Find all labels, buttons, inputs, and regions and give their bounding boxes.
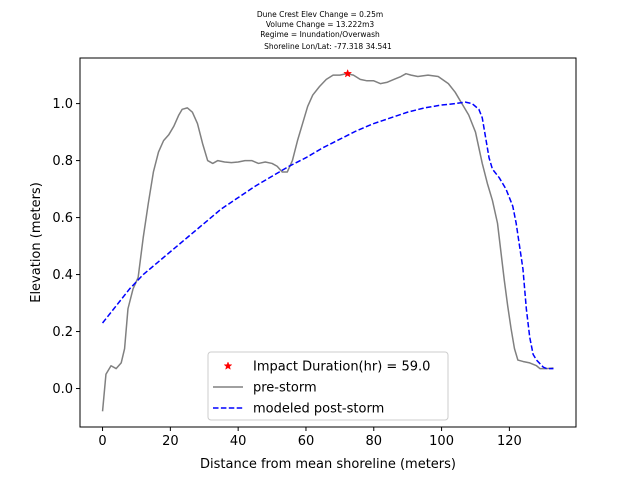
x-tick-label: 80 bbox=[365, 434, 382, 449]
title-line-1: Dune Crest Elev Change = 0.25m bbox=[257, 10, 383, 19]
x-tick-label: 0 bbox=[98, 434, 106, 449]
x-tick-label: 120 bbox=[497, 434, 522, 449]
legend-impact-duration: Impact Duration(hr) = 59.0 bbox=[223, 360, 430, 375]
pre-storm-line bbox=[101, 72, 554, 412]
plot-frame bbox=[79, 57, 577, 428]
impact-duration-star-marker bbox=[343, 68, 353, 78]
legend-box bbox=[207, 351, 449, 421]
title-line-3: Regime = Inundation/Overwash bbox=[260, 30, 380, 39]
legend-label: modeled post-storm bbox=[253, 402, 384, 417]
y-tick-label: 0.2 bbox=[52, 325, 73, 340]
y-tick-label: 0.0 bbox=[52, 382, 73, 397]
legend: Impact Duration(hr) = 59.0 pre-storm model… bbox=[207, 351, 449, 421]
legend-items: Impact Duration(hr) = 59.0 pre-storm model… bbox=[213, 360, 430, 417]
x-axis-label: Distance from mean shoreline (meters) bbox=[200, 457, 456, 472]
chart-title: Dune Crest Elev Change = 0.25m Volume Ch… bbox=[257, 10, 392, 51]
x-tick-label: 40 bbox=[230, 434, 247, 449]
legend-star-icon bbox=[223, 361, 233, 370]
legend-pre-storm: pre-storm bbox=[213, 381, 317, 396]
x-tick-label: 100 bbox=[429, 434, 454, 449]
y-tick-label: 1.0 bbox=[52, 97, 73, 112]
legend-modeled-post-storm: modeled post-storm bbox=[213, 402, 384, 417]
legend-label: pre-storm bbox=[253, 381, 317, 396]
legend-label: Impact Duration(hr) = 59.0 bbox=[253, 360, 430, 375]
title-line-2: Volume Change = 13.222m3 bbox=[266, 20, 375, 29]
y-tick-label: 0.6 bbox=[52, 211, 73, 226]
x-tick-label: 60 bbox=[298, 434, 315, 449]
y-axis: 0.0 0.2 0.4 0.6 0.8 1.0 bbox=[52, 97, 80, 397]
x-tick-label: 20 bbox=[162, 434, 179, 449]
title-line-4: Shoreline Lon/Lat: -77.318 34.541 bbox=[264, 42, 392, 51]
modeled-post-storm-line bbox=[101, 101, 554, 370]
y-axis-label: Elevation (meters) bbox=[29, 182, 44, 303]
series-layer bbox=[101, 68, 554, 412]
y-tick-label: 0.8 bbox=[52, 154, 73, 169]
y-tick-label: 0.4 bbox=[52, 268, 73, 283]
x-axis: 0 20 40 60 80 100 120 bbox=[98, 427, 522, 449]
